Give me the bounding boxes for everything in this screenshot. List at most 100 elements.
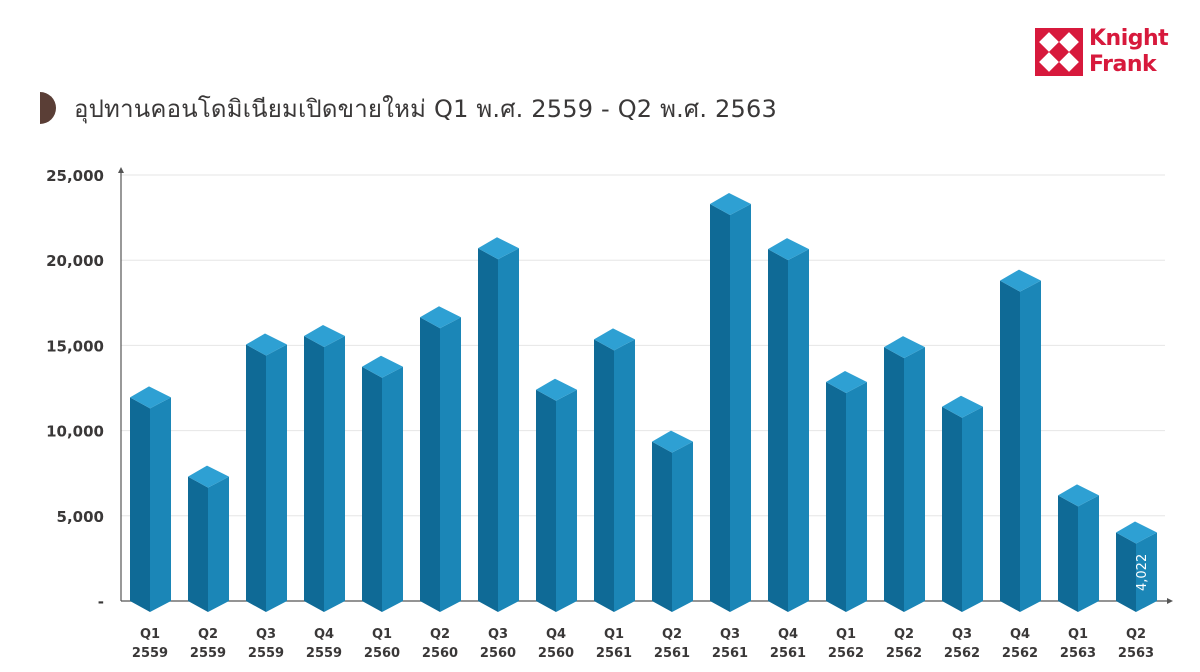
bar [942,395,983,612]
bar-left-face [710,203,730,612]
bar-right-face [730,203,751,612]
bar [710,192,751,612]
bar-top-face [768,238,809,261]
bar-top-face [130,386,171,409]
logo-mark-icon [1035,28,1083,76]
bar-right-face [904,347,925,612]
x-tick-label-quarter: Q2 [662,627,682,642]
bar-left-face [130,397,150,612]
bar-top-face [710,192,751,215]
bar-right-face [1020,280,1041,612]
x-tick-label-quarter: Q3 [952,627,972,642]
bar-left-face [478,248,498,612]
bar-right-face [324,336,345,612]
x-tick-label-quarter: Q3 [488,627,508,642]
bar-top-face [884,336,925,359]
labels: - 5,000 10,000 15,000 20,000 25,000 Q1 2559 Q2 25… [46,167,1154,661]
bar-right-face [672,441,693,612]
bar-right-face [556,389,577,612]
bar-right-face [440,317,461,612]
bar [768,238,809,612]
bar-left-face [594,339,614,612]
x-tick-label-year: 2560 [480,646,516,661]
y-tick-label: 15,000 [46,337,104,355]
data-label: 4,022 [1135,554,1150,591]
bar-right-face [788,249,809,612]
x-tick-label-year: 2561 [770,646,806,661]
x-tick-label-year: 2560 [538,646,574,661]
bar-left-face [1058,495,1078,612]
bar [652,430,693,612]
bar-left-face [884,347,904,612]
bar-left-face [652,441,672,612]
bar [478,237,519,612]
x-tick-label-year: 2560 [422,646,458,661]
bar-right-face [208,476,229,612]
x-tick-label-quarter: Q1 [604,627,624,642]
x-tick-label-quarter: Q3 [720,627,740,642]
bar-top-face [826,371,867,394]
x-tick-label-year: 2561 [712,646,748,661]
bar [420,306,461,612]
x-tick-label-quarter: Q2 [430,627,450,642]
x-tick-label-year: 2560 [364,646,400,661]
logo-wordmark: Knight Frank [1089,26,1169,78]
y-axis-arrow [118,167,124,173]
bar-left-face [768,249,788,612]
x-tick-label-quarter: Q2 [1126,627,1146,642]
bar [884,336,925,612]
bar-left-face [536,389,556,612]
x-tick-label-quarter: Q4 [778,627,798,642]
bar-right-face [382,366,403,612]
half-circle-icon [40,92,56,124]
x-tick-label-quarter: Q3 [256,627,276,642]
y-tick-label: 10,000 [46,423,104,441]
logo-line-2: Frank [1089,52,1157,77]
x-tick-label-quarter: Q2 [198,627,218,642]
x-axis-arrow [1167,598,1173,604]
x-tick-label-year: 2561 [654,646,690,661]
x-tick-label-quarter: Q1 [836,627,856,642]
bar-right-face [1136,532,1157,612]
bar-top-face [594,328,635,351]
gridlines [121,174,1165,517]
x-tick-label-quarter: Q1 [1068,627,1088,642]
bar-top-face [1116,521,1157,544]
bar-top-face [362,355,403,378]
chart-title: อุปทานคอนโดมิเนียมเปิดขายใหม่ Q1 พ.ศ. 25… [74,94,777,123]
bar-top-face [304,325,345,348]
x-tick-label-year: 2562 [828,646,864,661]
bar [304,325,345,612]
bar [536,378,577,612]
x-tick-label-year: 2562 [886,646,922,661]
bar-right-face [846,382,867,612]
x-tick-label-quarter: Q1 [372,627,392,642]
bar-right-face [266,344,287,612]
bar-left-face [304,336,324,612]
x-tick-label-quarter: Q2 [894,627,914,642]
bars [130,192,1157,612]
bar [130,386,171,612]
logo-line-1: Knight [1089,26,1169,51]
bar-top-face [1058,484,1099,507]
y-tick-label: - [98,593,104,611]
bar [1058,484,1099,612]
x-tick-label-year: 2563 [1118,646,1154,661]
axes [118,167,1173,604]
bar-left-face [1116,532,1136,612]
x-tick-label-year: 2561 [596,646,632,661]
bar [246,333,287,612]
bar-top-face [478,237,519,260]
y-tick-label: 20,000 [46,252,104,270]
bar [1116,521,1157,612]
bar [188,465,229,612]
bar-right-face [962,406,983,612]
bar-top-face [246,333,287,356]
y-tick-label: 5,000 [57,508,104,526]
bar-left-face [362,366,382,612]
y-tick-label: 25,000 [46,167,104,185]
x-tick-label-year: 2559 [248,646,284,661]
bar [1000,269,1041,612]
x-tick-label-year: 2562 [1002,646,1038,661]
